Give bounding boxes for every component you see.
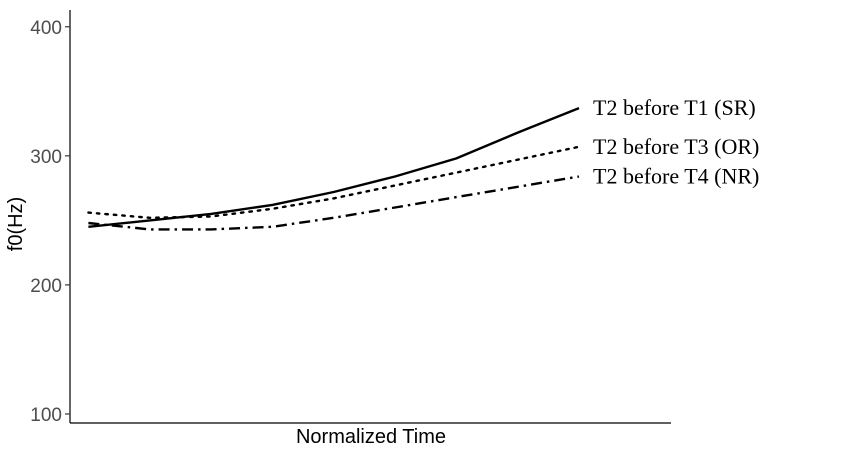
y-tick-label: 100 (30, 405, 62, 426)
y-tick-label: 400 (30, 18, 62, 39)
series-line (88, 175, 580, 231)
y-tick-label: 200 (30, 276, 62, 297)
y-tick-label: 300 (30, 147, 62, 168)
series-label: T2 before T4 (NR) (593, 163, 759, 188)
y-ticks: 100 200 300 400 (30, 18, 70, 426)
series-label: T2 before T1 (SR) (593, 95, 756, 120)
x-axis-title: Normalized Time (296, 426, 446, 448)
y-axis-title: f0(Hz) (5, 197, 27, 251)
series-label: T2 before T3 (OR) (593, 134, 759, 159)
series-line (87, 145, 581, 220)
series-lines (87, 106, 581, 231)
series-labels: T2 before T1 (SR) T2 before T3 (OR) T2 bef… (593, 95, 759, 188)
series-line (88, 106, 580, 228)
